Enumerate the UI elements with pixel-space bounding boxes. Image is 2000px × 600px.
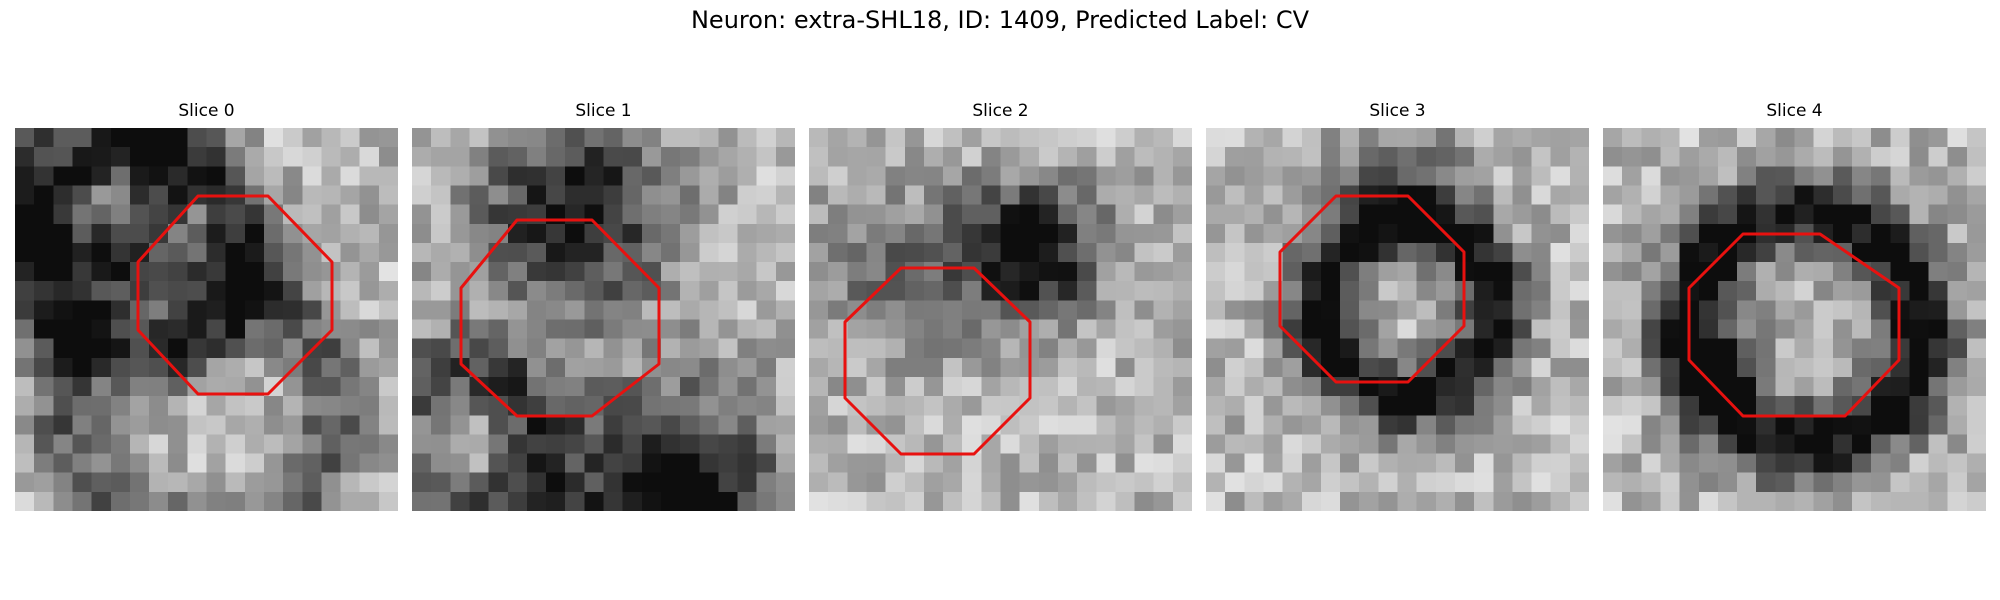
figure-title: Neuron: extra-SHL18, ID: 1409, Predicted…	[690, 6, 1310, 34]
slice-title: Slice 3	[1369, 101, 1426, 121]
roi-octagon	[459, 218, 661, 418]
roi-octagon-overlay	[843, 266, 1032, 456]
slice-panel-0: Slice 0	[15, 100, 398, 511]
roi-octagon	[1278, 194, 1466, 384]
roi-octagon-overlay	[136, 194, 334, 396]
roi-octagon-overlay	[1687, 232, 1901, 418]
roi-octagon-overlay	[1278, 194, 1466, 384]
roi-octagon	[843, 266, 1032, 456]
slice-title: Slice 2	[972, 101, 1029, 121]
slice-panel-2: Slice 2	[809, 100, 1192, 511]
slice-image	[1603, 128, 1986, 511]
slice-image	[1206, 128, 1589, 511]
slice-panel-3: Slice 3	[1206, 100, 1589, 511]
slice-image	[15, 128, 398, 511]
slice-panel-4: Slice 4	[1603, 100, 1986, 511]
slice-image	[412, 128, 795, 511]
slice-title: Slice 0	[178, 101, 235, 121]
roi-octagon	[1687, 232, 1901, 418]
slice-panel-1: Slice 1	[412, 100, 795, 511]
slice-title: Slice 1	[575, 101, 632, 121]
slice-image	[809, 128, 1192, 511]
roi-octagon-overlay	[459, 218, 661, 418]
slice-title: Slice 4	[1766, 101, 1823, 121]
roi-octagon	[136, 194, 334, 396]
